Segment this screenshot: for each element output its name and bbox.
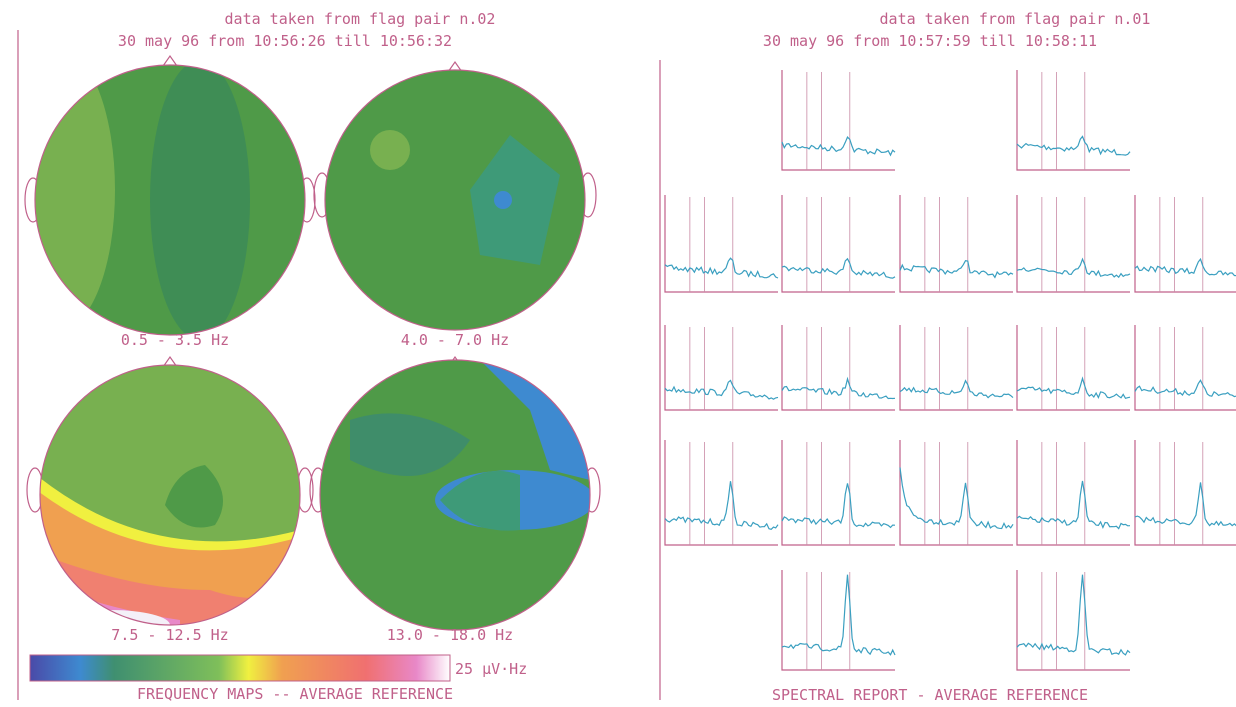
head-map bbox=[314, 62, 596, 335]
spectrum-axes bbox=[782, 70, 895, 170]
spectrum-curve bbox=[782, 137, 895, 155]
spectrum-axes bbox=[900, 325, 1013, 410]
spectrum-axes bbox=[1135, 195, 1236, 292]
spectrum-curve bbox=[1135, 482, 1236, 528]
spectrum-axes bbox=[1017, 195, 1130, 292]
header-line1: data taken from flag pair n.02 bbox=[225, 10, 496, 28]
figure: data taken from flag pair n.02 30 may 96… bbox=[0, 0, 1236, 707]
spectrum-curve bbox=[900, 381, 1013, 398]
spectrum-curve bbox=[782, 379, 895, 399]
color-scale bbox=[30, 655, 450, 681]
spectrum-curve bbox=[1017, 136, 1130, 155]
head-map bbox=[27, 357, 313, 640]
left-panel: data taken from flag pair n.02 30 may 96… bbox=[5, 10, 600, 703]
head-map bbox=[310, 357, 600, 630]
spectrum-axes bbox=[900, 195, 1013, 292]
spectrum-axes bbox=[782, 570, 895, 670]
spectrum-curve bbox=[665, 481, 778, 529]
spectrum-axes bbox=[665, 440, 778, 545]
spectrum-curve bbox=[1135, 259, 1236, 278]
spectrum-curve bbox=[1135, 380, 1236, 399]
scale-label: 25 µV·Hz bbox=[455, 660, 527, 678]
spectrum-axes bbox=[1017, 70, 1130, 170]
header-line1: data taken from flag pair n.01 bbox=[880, 10, 1151, 28]
right-panel: data taken from flag pair n.01 30 may 96… bbox=[660, 10, 1236, 704]
header-line2: 30 may 96 from 10:57:59 till 10:58:11 bbox=[763, 32, 1097, 50]
map-label: 4.0 - 7.0 Hz bbox=[401, 331, 509, 349]
spectrum-curve bbox=[782, 575, 895, 655]
footer: FREQUENCY MAPS -- AVERAGE REFERENCE bbox=[137, 685, 453, 703]
spectrum-axes bbox=[1017, 325, 1130, 410]
spectrum-curve bbox=[1017, 378, 1130, 398]
spectrum-curve bbox=[1017, 575, 1130, 655]
spectrum-curve bbox=[900, 468, 1013, 529]
head-map bbox=[5, 50, 315, 340]
footer: SPECTRAL REPORT - AVERAGE REFERENCE bbox=[772, 686, 1088, 704]
map-label: 0.5 - 3.5 Hz bbox=[121, 331, 229, 349]
spectrum-axes bbox=[1017, 570, 1130, 670]
spectrum-curve bbox=[665, 381, 778, 400]
map-label: 13.0 - 18.0 Hz bbox=[387, 626, 513, 644]
spectrum-curve bbox=[1017, 259, 1130, 277]
spectrum-curve bbox=[900, 261, 1013, 278]
spectrum-axes bbox=[782, 195, 895, 292]
spectrum-curve bbox=[1017, 481, 1130, 529]
spectrum-axes bbox=[782, 325, 895, 410]
header-line2: 30 may 96 from 10:56:26 till 10:56:32 bbox=[118, 32, 452, 50]
spectrum-curve bbox=[782, 483, 895, 527]
spectrum-axes bbox=[665, 195, 778, 292]
spectrum-curve bbox=[665, 258, 778, 278]
spectrum-axes bbox=[782, 440, 895, 545]
spectrum-axes bbox=[1135, 440, 1236, 545]
spectrum-axes bbox=[1135, 325, 1236, 410]
map-label: 7.5 - 12.5 Hz bbox=[111, 626, 228, 644]
spectrum-axes bbox=[900, 440, 1013, 545]
spectrum-axes bbox=[1017, 440, 1130, 545]
spectrum-curve bbox=[782, 259, 895, 278]
spectrum-axes bbox=[665, 325, 778, 410]
